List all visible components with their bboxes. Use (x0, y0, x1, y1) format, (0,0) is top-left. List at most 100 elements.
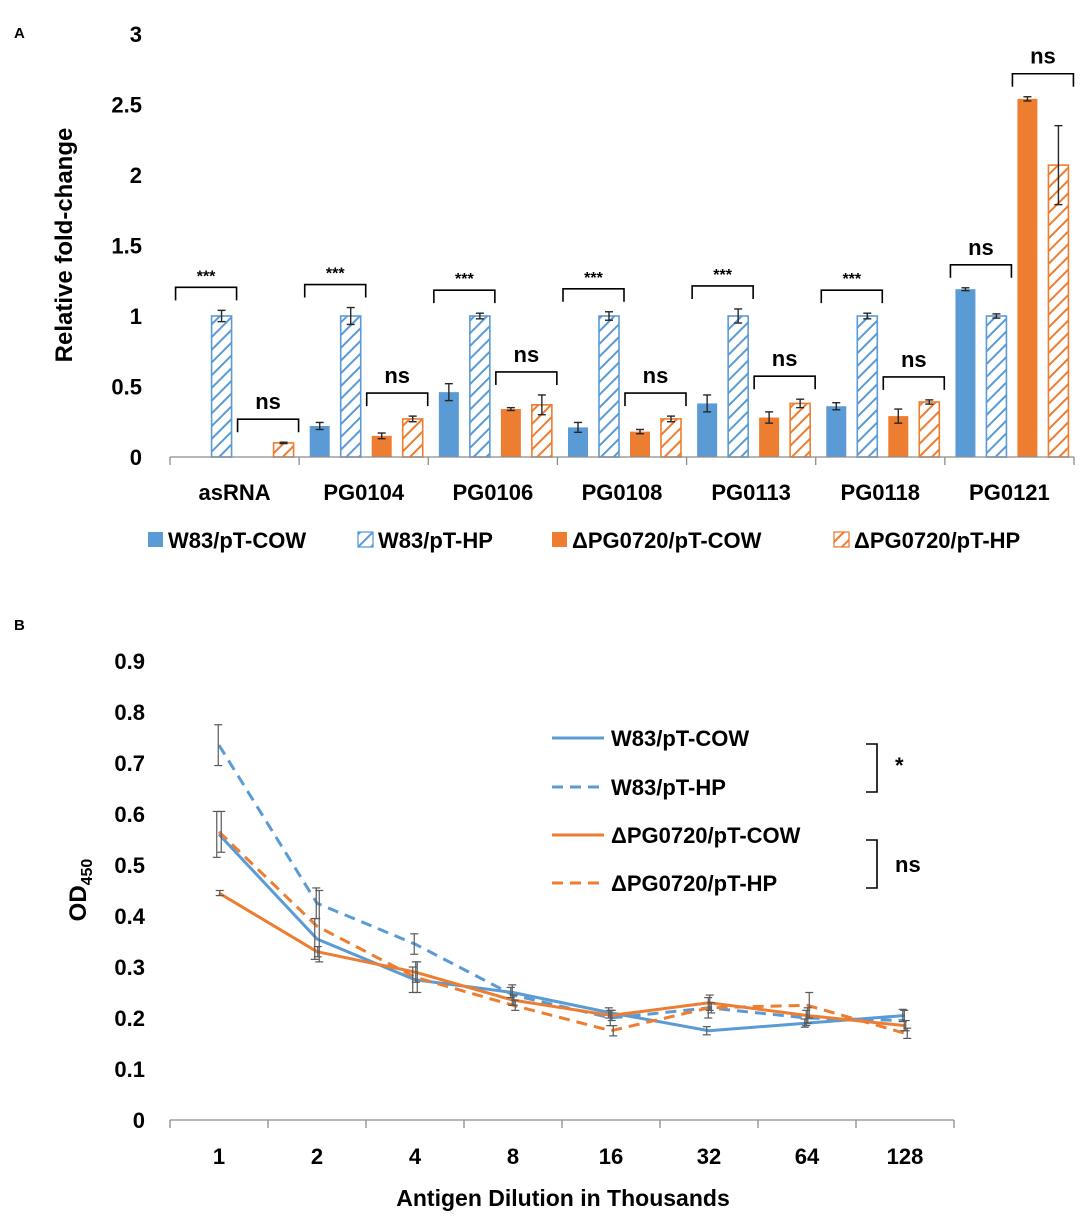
error-bar-2-1 (313, 945, 322, 958)
error-bar-2-4 (607, 1009, 616, 1022)
significance-label: ns (1030, 44, 1056, 69)
bar-PG0118-3 (918, 401, 941, 458)
error-bar-asRNA-3 (279, 441, 288, 445)
line-series-3 (217, 830, 906, 1035)
significance-bracket (949, 264, 1013, 278)
error-bar-3-0 (217, 810, 226, 853)
error-bar-2-6 (803, 1007, 812, 1024)
error-bar-PG0104-0 (315, 421, 324, 431)
panel-label-b: B (14, 617, 25, 634)
category-label: asRNA (199, 480, 271, 505)
significance-label: ns (384, 363, 410, 388)
significance-label: *** (584, 270, 603, 287)
significance-label: ns (968, 235, 994, 260)
significance-bracket (365, 392, 429, 407)
bar-PG0113-2 (759, 417, 780, 457)
legend-label: W83/pT-COW (168, 528, 306, 553)
panel-b-y-tick-label: 0.3 (114, 955, 145, 980)
error-bar-PG0121-1 (992, 313, 1001, 319)
panel-label-a: A (14, 25, 25, 42)
bar-PG0104-2 (371, 435, 392, 457)
error-bar-0-5 (702, 1026, 711, 1036)
x-tick-label: 8 (507, 1144, 519, 1169)
error-bar-PG0104-2 (377, 432, 386, 440)
error-bar-PG0104-1 (346, 306, 355, 326)
panel-b-y-tick-label: 0.9 (114, 649, 145, 674)
error-bar-2-7 (901, 1019, 910, 1032)
panel-a-y-tick-label: 0.5 (111, 375, 142, 400)
bar-PG0108-2 (630, 431, 650, 457)
category-label: PG0108 (582, 480, 663, 505)
significance-bracket (236, 418, 300, 433)
panel-b-y-axis-title: OD450 (65, 859, 96, 922)
significance-bracket (691, 285, 754, 299)
panel-b-y-tick-label: 0.7 (114, 751, 145, 776)
error-bar-PG0113-3 (796, 398, 805, 409)
error-bar-3-5 (707, 1002, 716, 1014)
panel-b-y-tick-label: 0.6 (114, 802, 145, 827)
bar-PG0106-0 (438, 392, 459, 457)
panel-a-y-tick-label: 3 (130, 22, 142, 47)
x-tick-label: 64 (795, 1144, 820, 1169)
error-bar-2-0 (215, 889, 224, 897)
error-bar-PG0108-2 (636, 428, 644, 435)
significance-bracket (433, 289, 496, 304)
significance-label: *** (842, 271, 861, 288)
bracket-label: ns (895, 852, 921, 877)
legend-swatch (552, 532, 567, 547)
error-bar-PG0118-2 (894, 408, 903, 424)
error-bar-PG0106-1 (475, 312, 484, 320)
bar-PG0104-1 (339, 315, 362, 458)
panel-a-y-tick-label: 1.5 (111, 234, 142, 259)
significance-label: *** (713, 267, 732, 284)
legend-label: W83/pT-HP (378, 528, 493, 553)
legend-label: ΔPG0720/pT-COW (611, 823, 801, 848)
x-tick-label: 2 (311, 1144, 323, 1169)
category-label: PG0113 (711, 480, 791, 505)
x-tick-label: 1 (213, 1144, 225, 1169)
error-bar-asRNA-1 (217, 309, 226, 323)
error-bar-PG0106-2 (506, 406, 515, 412)
significance-label: *** (197, 268, 216, 285)
bar-PG0121-0 (955, 289, 976, 457)
error-bar-3-7 (903, 1027, 912, 1040)
significance-label: *** (455, 271, 474, 288)
x-tick-label: 32 (697, 1144, 721, 1169)
significance-bracket (1011, 72, 1075, 87)
bar-PG0113-0 (697, 403, 718, 457)
error-bar-3-2 (413, 961, 422, 994)
legend-bracket (866, 839, 878, 889)
error-bar-PG0106-0 (444, 382, 453, 402)
bar-PG0113-3 (789, 402, 811, 458)
bar-PG0104-3 (401, 418, 424, 458)
error-bar-PG0108-0 (574, 421, 582, 434)
bar-PG0104-0 (309, 425, 330, 457)
bar-PG0108-0 (568, 427, 588, 457)
panel-a-y-axis-title: Relative fold-change (51, 128, 78, 363)
panel-a-bar-chart: Relative fold-change 0 0.5 1 1.5 2 2.5 3 *** ns… (51, 22, 1075, 553)
significance-label: ns (514, 342, 540, 367)
panel-b-y-tick-label: 0.5 (114, 853, 145, 878)
significance-bracket (820, 289, 884, 304)
bar-PG0108-1 (598, 315, 620, 458)
bar-PG0118-2 (888, 416, 909, 457)
bar-PG0118-0 (826, 406, 847, 457)
legend-swatch (833, 531, 850, 548)
panel-b-line-chart: OD450 0 0.1 0.2 0.3 0.4 0.5 0.6 0.7 0.8 0.9 1 2 4 8 1… (65, 649, 955, 1211)
legend-label: ΔPG0720/pT-HP (854, 528, 1020, 553)
significance-label: ns (255, 389, 281, 414)
x-tick-label: 4 (409, 1144, 422, 1169)
significance-bracket (624, 392, 687, 407)
error-bar-PG0118-1 (863, 312, 872, 320)
error-bar-PG0113-1 (734, 308, 743, 324)
bar-PG0121-3 (1047, 164, 1070, 458)
x-tick-label: 16 (599, 1144, 623, 1169)
x-tick-label: 128 (887, 1144, 924, 1169)
legend-label: ΔPG0720/pT-COW (572, 528, 762, 553)
significance-label: ns (772, 346, 798, 371)
legend-label: ΔPG0720/pT-HP (611, 871, 777, 896)
panel-a-y-tick-label: 2.5 (111, 93, 142, 118)
error-bar-PG0121-0 (961, 287, 970, 292)
significance-bracket (174, 286, 238, 301)
legend-label: W83/pT-HP (611, 775, 726, 800)
